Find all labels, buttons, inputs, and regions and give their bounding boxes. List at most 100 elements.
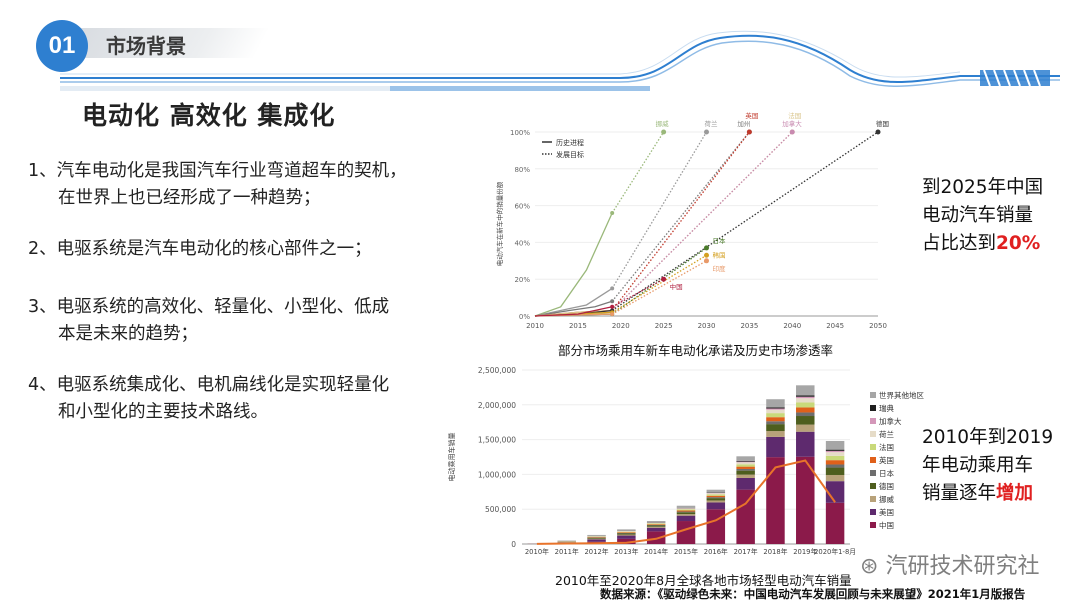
chart1-x-tick: 2025	[655, 322, 673, 330]
chart1-y-tick: 20%	[514, 276, 530, 284]
chart2-bar-segment	[676, 511, 696, 513]
chart2-bar-segment	[617, 529, 636, 531]
chart2-bar-segment	[646, 527, 666, 532]
data-source-note: 数据来源：《驱动绿色未来：中国电动汽车发展回顾与未来展望》2021年1月版报告	[600, 587, 1026, 601]
slide-subtitle: 电动化 高效化 集成化	[82, 101, 336, 130]
chart1-y-tick: 0%	[519, 313, 530, 321]
chart2-bar-segment	[706, 494, 726, 496]
ev-sales-bar-chart: 0 500,000 1,000,000 1,500,000 2,000,000 2,500…	[447, 366, 924, 556]
chart2-bar-segment	[617, 532, 636, 533]
chart1-series-target	[611, 131, 708, 289]
chart1-x-tick: 2050	[869, 322, 887, 330]
callout-2019-line1: 2010年到2019	[922, 427, 1054, 448]
chart2-legend-swatch	[870, 470, 876, 476]
chart2-bar-segment	[796, 402, 815, 408]
chart1-series-label: 荷兰	[705, 119, 719, 128]
chart2-y-tick: 2,500,000	[478, 366, 516, 375]
chart2-legend-label: 加拿大	[879, 416, 902, 426]
chart2-bar-segment	[706, 500, 726, 503]
chart1-series-current	[610, 210, 615, 215]
callout-2019-line3: 销量逐年	[922, 483, 997, 504]
chart2-bar-segment	[617, 531, 636, 532]
chart2-legend-label: 法国	[879, 442, 894, 452]
chart2-x-tick: 2011年	[555, 547, 579, 556]
watermark: ⊛ 汽研技术研究社	[860, 548, 1039, 580]
chart2-bar-segment	[617, 538, 636, 544]
chart1-series-endpoint	[704, 252, 709, 258]
chart2-bar-segment	[736, 462, 755, 465]
chart1-series-target	[611, 131, 793, 311]
chart1-x-tick: 2030	[698, 322, 716, 330]
chart1-series-endpoint	[704, 245, 709, 251]
chart2-bar-segment	[796, 431, 815, 457]
chart2-bar-segment	[825, 449, 845, 451]
chart2-bar-segment	[796, 396, 815, 399]
chart2-bar-segment	[736, 466, 755, 469]
chart2-bar-segment	[646, 523, 666, 525]
chart2-bar-segment	[706, 493, 726, 495]
chart2-bar-segment	[796, 395, 815, 397]
chart2-bar-segment	[825, 502, 845, 544]
point-3-line2: 本是未来的趋势；	[58, 324, 198, 344]
chart2-bar-segment	[766, 436, 785, 458]
chart2-bar-segment	[617, 531, 636, 533]
chart2-x-tick: 2019年	[793, 547, 817, 556]
chart2-x-tick: 2012年	[584, 547, 608, 556]
chart1-x-tick: 2010	[526, 322, 544, 330]
chart2-bar-segment	[706, 495, 726, 498]
chart2-bar-segment	[736, 461, 755, 463]
chart2-bar-segment	[736, 468, 755, 471]
chart1-series-target	[611, 260, 707, 315]
chart2-y-tick: 1,500,000	[478, 436, 516, 445]
chart2-bar-segment	[706, 509, 726, 544]
chart2-bar-segment	[796, 456, 815, 544]
chart2-bar-segment	[796, 412, 815, 417]
chart2-y-label: 电动乘用车销量	[447, 433, 456, 482]
chart1-series-endpoint	[661, 129, 667, 135]
chart1-series-label: 中国	[670, 282, 683, 291]
chart2-bar-segment	[706, 489, 726, 493]
chart1-series-target	[611, 131, 750, 311]
point-1-line2: 在世界上也已经形成了一种趋势；	[58, 188, 321, 208]
chart1-series-label: 德国	[876, 119, 889, 128]
point-4-line2: 和小型化的主要技术路线。	[58, 402, 268, 422]
chart2-bar-segment	[676, 514, 696, 516]
ev-share-line-chart: 0% 20% 40% 60% 80% 100% 2010 2015 2020 2025 2030 20…	[495, 111, 889, 330]
chart2-bar-segment	[825, 452, 845, 456]
chart2-bar-segment	[766, 409, 785, 414]
chart2-bar-segment	[676, 508, 696, 510]
chart1-series-current	[610, 286, 615, 291]
watermark-text: 汽研技术研究社	[885, 554, 1040, 579]
chart1-series-endpoint	[789, 129, 795, 135]
chart2-bar-segment	[825, 464, 845, 468]
chart2-legend-label: 世界其他地区	[879, 390, 924, 400]
chart1-series-target	[611, 131, 665, 214]
chart2-bar-segment	[766, 424, 785, 432]
chart2-bar-segment	[706, 502, 726, 510]
chart2-bar-segment	[646, 521, 666, 523]
chart1-legend-target: 发展目标	[556, 150, 584, 159]
wechat-icon: ⊛	[860, 554, 879, 579]
chart2-bar-segment	[766, 399, 785, 408]
chart2-bar-segment	[825, 460, 845, 465]
point-3: 3、电驱系统的高效化、轻量化、小型化、低成 本是未来的趋势；	[28, 294, 468, 348]
chart2-bar-segment	[587, 539, 606, 542]
chart2-bar-segment	[825, 455, 845, 461]
chart2-bar-segment	[766, 407, 785, 409]
chart2-bar-segment	[587, 538, 606, 540]
chart2-bar-segment	[766, 457, 785, 544]
section-number-badge: 01	[36, 20, 88, 72]
chart1-series-endpoint	[746, 129, 752, 135]
chart2-legend-swatch	[870, 457, 876, 463]
chart1-series-current	[610, 312, 615, 317]
chart2-bar-segment	[766, 431, 785, 437]
point-2: 2、电驱系统是汽车电动化的核心部件之一；	[28, 236, 468, 263]
callout-2019: 2010年到2019 年电动乘用车 销量逐年增加	[922, 424, 1053, 508]
chart2-bar-segment	[766, 408, 785, 410]
callout-2019-line2: 年电动乘用车	[922, 455, 1034, 476]
point-4: 4、电驱系统集成化、电机扁线化是实现轻量化 和小型化的主要技术路线。	[28, 372, 468, 426]
chart2-bar-segment	[676, 509, 696, 511]
callout-2019-highlight: 增加	[996, 483, 1034, 504]
chart2-legend-swatch	[870, 509, 876, 515]
chart1-series-history	[534, 306, 613, 317]
